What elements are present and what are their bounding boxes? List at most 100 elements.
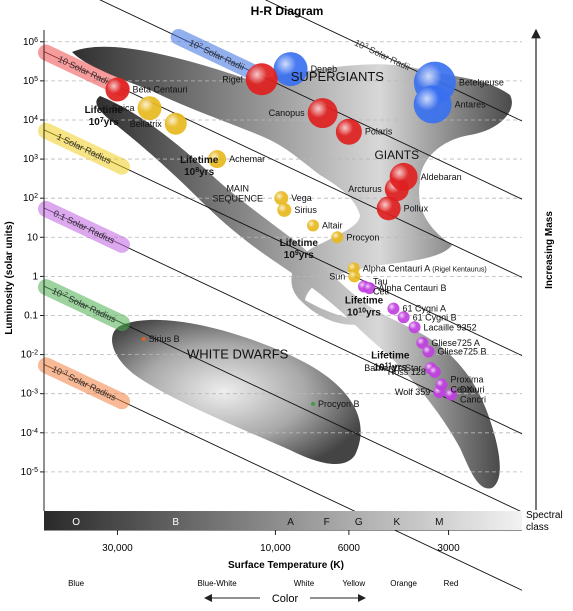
y-tick-label: 10-2 [21, 349, 38, 361]
star-highlight [387, 302, 400, 315]
star-label: Sun [329, 271, 345, 281]
y-tick-label: 106 [23, 36, 38, 48]
stars-layer [105, 52, 457, 406]
y-tick-label: 10-4 [21, 427, 38, 439]
star-label: 61 Cygni B [413, 312, 457, 322]
radius-label-band [38, 357, 130, 410]
star-highlight [208, 150, 227, 169]
star-label: Barnard's Star [364, 363, 421, 373]
star-label: Spica [112, 103, 135, 113]
star-label: Bellatrix [130, 119, 163, 129]
star-label: Aldebaran [421, 172, 462, 182]
spectral-class-letter: F [324, 517, 330, 528]
supergiant-region [72, 46, 512, 325]
y-axis-label: Luminosity (solar units) [4, 221, 15, 334]
star-label: Alpha Centauri A (Rigel Kentaurus) [363, 263, 487, 273]
spectral-class-letter: O [72, 517, 80, 528]
color-label: Color [272, 593, 299, 605]
chart-title: H-R Diagram [251, 4, 324, 18]
lifetime-label: Lifetime 107yrs [85, 105, 124, 128]
star-label: Beta Centauri [132, 85, 187, 95]
radius-label: 0.1 Solar Radius [52, 208, 117, 246]
radius-label: 1 Solar Radius [55, 132, 113, 166]
star-label: Lacaille 9352 [424, 322, 477, 332]
radius-line [99, 0, 523, 200]
star-label: Alpha Centauri B [378, 283, 446, 293]
star-label: Altair [322, 221, 343, 231]
x-tick-label: 10,000 [260, 543, 291, 554]
star-label: Rigel [222, 74, 243, 84]
color-scale: Blue Blue-White White Yellow Orange Red [68, 579, 458, 588]
star-label: Betelgeuse [459, 78, 504, 88]
white-dwarf-region [112, 319, 361, 465]
radius-label: 10-3 Solar Radius [50, 363, 118, 402]
star-label: 61 Cygni A [402, 304, 446, 314]
star-label: Tau Ceti [373, 277, 389, 297]
radius-label-band [38, 44, 130, 97]
x-tick-label: 6000 [338, 543, 361, 554]
star-highlight [105, 77, 130, 102]
region-label: SUPERGIANTS [291, 69, 385, 84]
star-highlight [277, 202, 292, 217]
region-label: WHITE DWARFS [187, 346, 289, 361]
star-label: Procyon [346, 232, 379, 242]
star-label: Sirius B [149, 334, 180, 344]
star-highlight [273, 52, 308, 87]
y-tick-label: 10-5 [21, 466, 38, 478]
lifetime-label: Lifetime 1010yrs [345, 296, 384, 319]
radius-label-band [38, 122, 130, 175]
color-name: Yellow [342, 579, 365, 588]
star-label: Achemar [229, 154, 265, 164]
radius-label: 10-2 Solar Radius [50, 285, 118, 324]
star-label: Proxima Centauri [451, 375, 485, 395]
star-label: Antares [455, 99, 487, 109]
star-highlight [307, 98, 338, 129]
star-label: Gliese725 A [431, 338, 480, 348]
star-label: Wolf 359 [395, 387, 430, 397]
star-highlight [274, 191, 289, 206]
x-axis-label: Surface Temperature (K) [228, 560, 344, 571]
lifetime-label: Lifetime 109yrs [280, 238, 319, 261]
star-label: DX Cancri [460, 385, 486, 405]
star-label: Arcturus [348, 184, 382, 194]
star-label: Sirius [294, 205, 317, 215]
spectral-class-letter: G [355, 517, 363, 528]
y-tick-label: 105 [23, 75, 38, 87]
y-tick-label: 0.1 [24, 310, 38, 321]
star-highlight [376, 196, 401, 221]
star-highlight [428, 365, 441, 378]
star-highlight [435, 378, 448, 391]
lifetime-label: Lifetime 108yrs [180, 155, 219, 178]
star-highlight [397, 311, 410, 324]
y-tick-label: 104 [23, 114, 38, 126]
star-label: Gliese725 B [437, 346, 486, 356]
star-highlight [164, 112, 187, 135]
spectral-class-letter: K [393, 517, 400, 528]
x-tick-label: 30,000 [102, 543, 133, 554]
y-tick-label: 10 [27, 232, 39, 243]
star-highlight [444, 388, 457, 401]
star-highlight [245, 63, 278, 96]
y-tick-label: 10-3 [21, 388, 38, 400]
star-highlight [307, 219, 320, 232]
star-highlight [416, 336, 429, 349]
star-label: Canopus [269, 108, 306, 118]
color-name: White [294, 579, 315, 588]
radius-label-band [38, 279, 130, 332]
star-label: Polaris [365, 127, 393, 137]
color-name: Red [444, 579, 459, 588]
star-highlight [413, 85, 452, 124]
increasing-mass-label: Increasing Mass [544, 211, 555, 289]
lifetime-label: Lifetime 1011yrs [371, 350, 410, 373]
spectral-class-letter: B [172, 517, 179, 528]
regions-layer [72, 46, 512, 489]
main-sequence-region [96, 96, 500, 489]
star-highlight [422, 345, 435, 358]
spectral-class-letter: A [287, 517, 294, 528]
star-label: Vega [291, 193, 312, 203]
radius-label-band [170, 29, 263, 81]
region-label: GIANTS [374, 148, 419, 162]
y-tick-label: 102 [23, 193, 38, 205]
